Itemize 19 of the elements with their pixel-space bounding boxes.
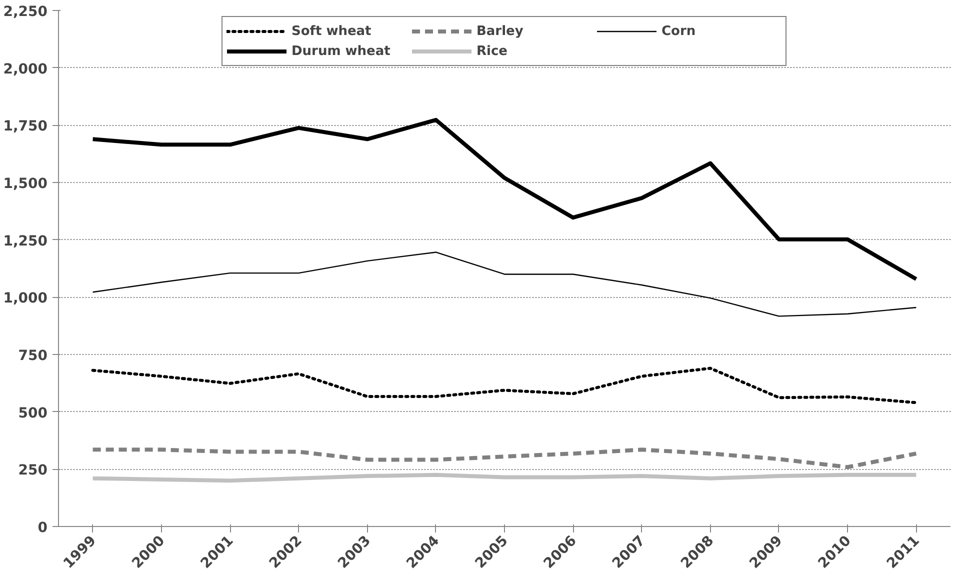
line-series bbox=[92, 252, 917, 317]
line-series bbox=[91, 366, 918, 404]
legend-label: Rice bbox=[476, 44, 508, 58]
y-tick-label: 0 bbox=[38, 520, 48, 536]
y-tick-label: 1,250 bbox=[3, 233, 48, 250]
y-tick-label: 750 bbox=[18, 348, 48, 364]
line-series bbox=[90, 118, 918, 282]
y-tick-label: 2,000 bbox=[3, 61, 48, 78]
y-tick-label: 2,250 bbox=[3, 4, 48, 20]
y-tick-label: 250 bbox=[18, 462, 48, 479]
legend-label: Durum wheat bbox=[292, 44, 392, 58]
legend-label: Soft wheat bbox=[292, 24, 372, 38]
line-series bbox=[90, 448, 918, 470]
y-tick-label: 1,500 bbox=[3, 176, 48, 192]
y-tick-label: 1,000 bbox=[3, 290, 48, 307]
legend-label: Barley bbox=[476, 24, 524, 38]
y-tick-label: 1,750 bbox=[3, 118, 48, 135]
y-tick-label: 500 bbox=[18, 405, 48, 422]
legend-label: Corn bbox=[662, 24, 697, 38]
